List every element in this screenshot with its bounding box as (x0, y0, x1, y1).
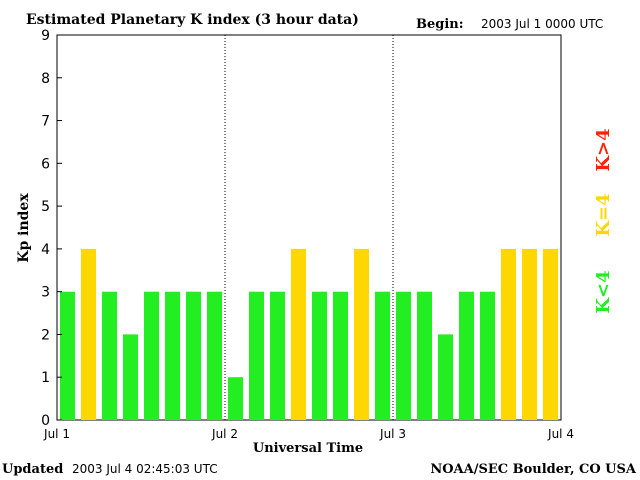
kp-bar (354, 248, 369, 420)
begin-value: 2003 Jul 1 0000 UTC (481, 17, 603, 31)
kp-bar (543, 248, 558, 420)
y-tick-label: 8 (41, 71, 50, 87)
kp-bar (291, 248, 306, 420)
y-axis-ticks: 0 1 2 3 4 5 6 7 8 9 (41, 28, 62, 429)
x-tick-label: Jul 3 (379, 427, 406, 441)
y-tick-label: 4 (41, 242, 50, 258)
kp-bar (375, 291, 390, 420)
begin-label: Begin: (416, 17, 464, 32)
credit: NOAA/SEC Boulder, CO USA (430, 462, 637, 477)
kp-bar (333, 291, 348, 420)
y-tick-label: 2 (41, 327, 50, 343)
kp-bar (438, 334, 453, 420)
y-tick-label: 1 (41, 370, 50, 386)
kp-bar (165, 291, 180, 420)
kp-bar (480, 291, 495, 420)
kp-bar (522, 248, 537, 420)
legend-k-equal-4: K=4 (593, 193, 614, 236)
x-tick-label: Jul 2 (211, 427, 238, 441)
kp-bar (312, 291, 327, 420)
kp-bar (396, 291, 411, 420)
y-tick-label: 6 (41, 156, 50, 172)
kp-bar (60, 291, 75, 420)
kp-bar (144, 291, 159, 420)
y-tick-label: 0 (41, 413, 50, 429)
kp-bar (81, 248, 96, 420)
day-separators (224, 35, 394, 420)
plot-frame (56, 34, 562, 421)
x-axis-ticks: Jul 1 Jul 2 Jul 3 Jul 4 (43, 427, 574, 441)
x-tick-label: Jul 4 (547, 427, 574, 441)
kp-bar (186, 291, 201, 420)
bar-series (60, 248, 558, 420)
kp-bar (207, 291, 222, 420)
y-tick-label: 3 (41, 285, 50, 301)
y-axis-label: Kp index (16, 193, 32, 263)
kp-bar (501, 248, 516, 420)
kp-bar (228, 377, 243, 420)
kp-bar (249, 291, 264, 420)
y-tick-label: 7 (41, 114, 50, 130)
legend-k-less-4: K<4 (593, 270, 614, 313)
x-axis-label: Universal Time (253, 441, 363, 456)
kp-bar (123, 334, 138, 420)
updated-value: 2003 Jul 4 02:45:03 UTC (72, 462, 218, 476)
y-tick-label: 9 (41, 28, 50, 44)
kp-bar (270, 291, 285, 420)
kp-bar (459, 291, 474, 420)
kp-bar (102, 291, 117, 420)
y-tick-label: 5 (41, 199, 50, 215)
updated-label: Updated (2, 462, 63, 477)
legend-k-greater-4: K>4 (593, 128, 614, 171)
kp-bar (417, 291, 432, 420)
chart-title: Estimated Planetary K index (3 hour data… (26, 12, 359, 28)
x-tick-label: Jul 1 (43, 427, 70, 441)
